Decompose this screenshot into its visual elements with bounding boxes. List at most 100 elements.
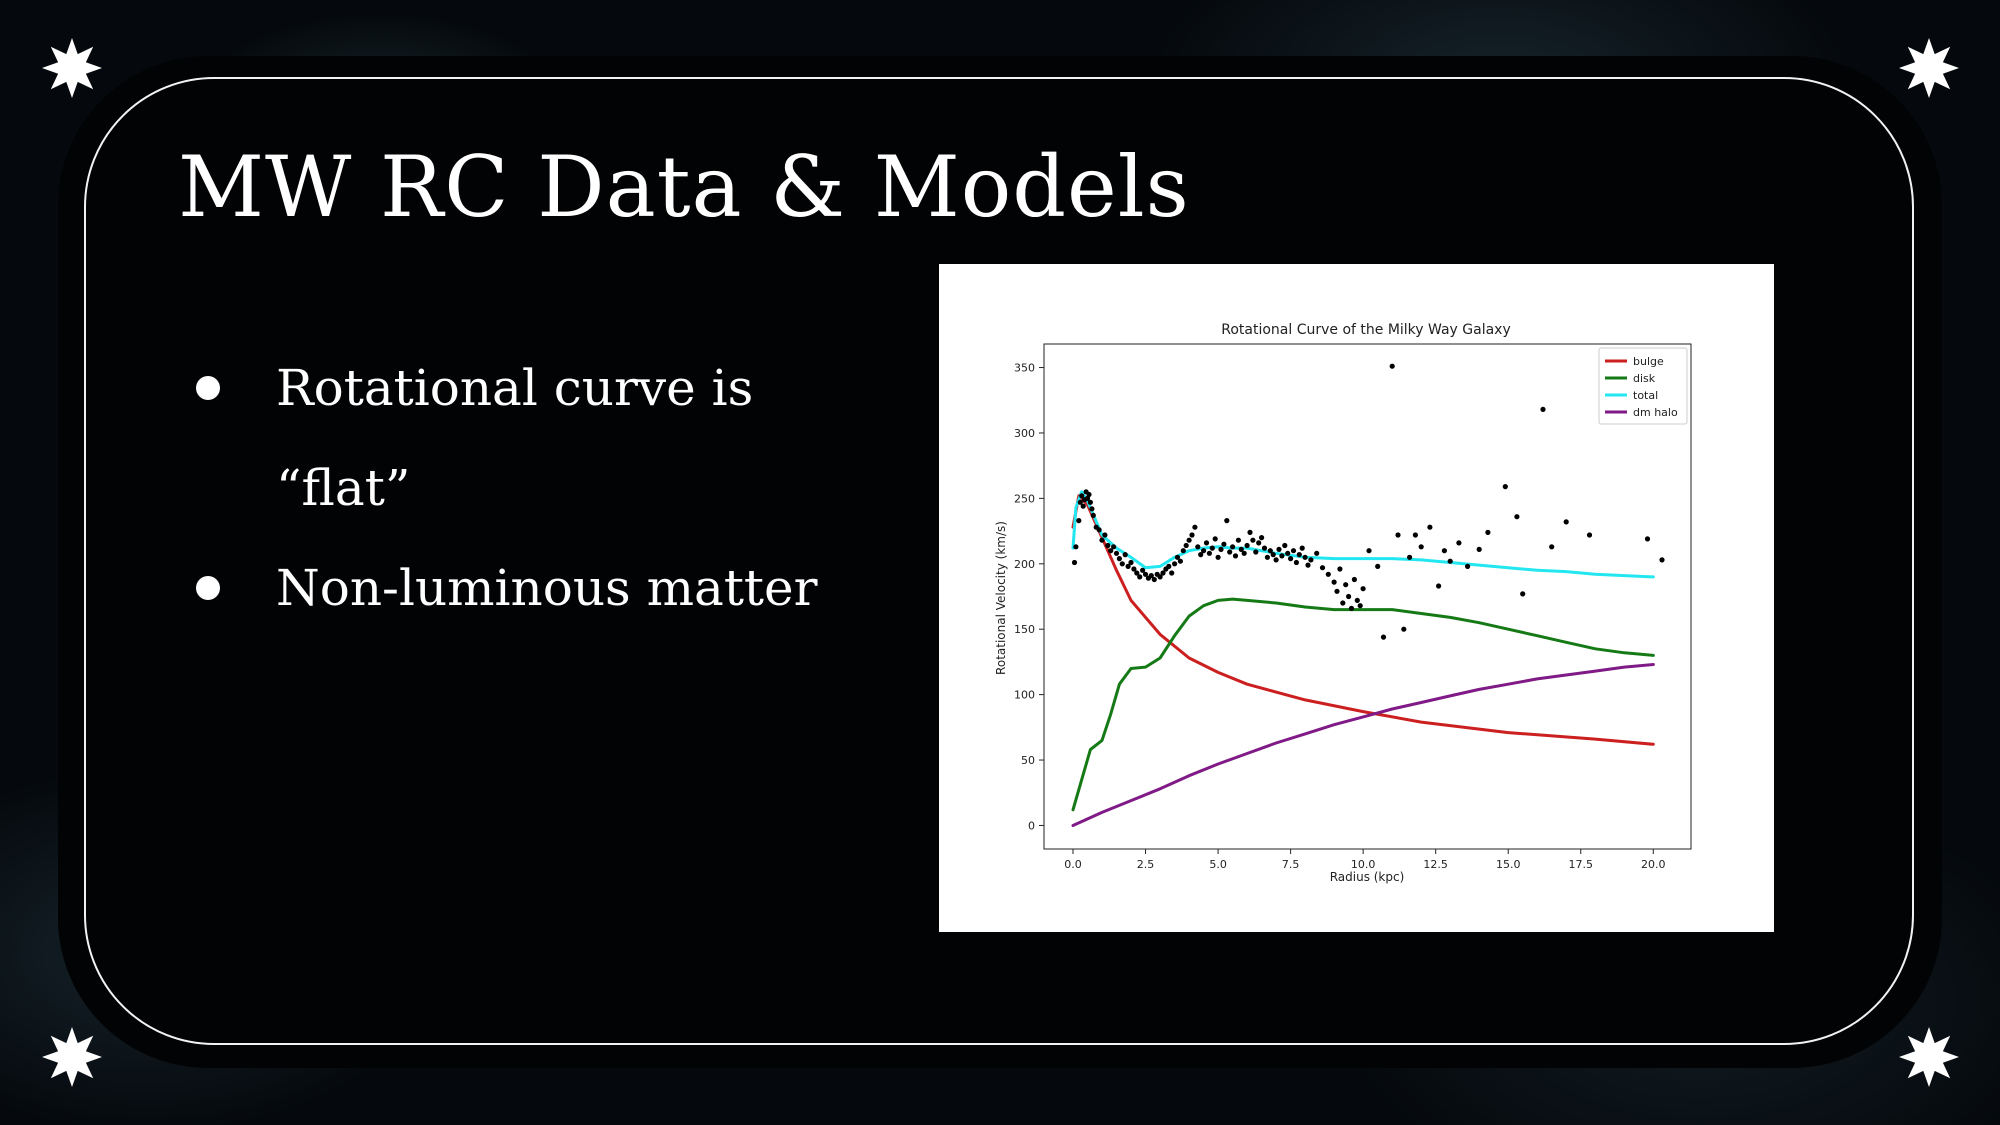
data-point bbox=[1172, 561, 1178, 567]
data-point bbox=[1441, 548, 1447, 554]
data-point bbox=[1250, 537, 1256, 543]
legend-label: disk bbox=[1633, 372, 1656, 385]
data-point bbox=[1089, 506, 1095, 512]
data-point bbox=[1395, 532, 1401, 538]
data-point bbox=[1247, 529, 1253, 535]
data-point bbox=[1189, 532, 1195, 538]
data-point bbox=[1192, 524, 1198, 530]
data-point bbox=[1514, 514, 1520, 520]
data-point bbox=[1209, 545, 1215, 551]
data-point bbox=[1380, 634, 1387, 640]
chart-legend: bulge disk total dm halo bbox=[1598, 347, 1688, 425]
x-tick-label: 15.0 bbox=[1496, 858, 1521, 871]
data-point bbox=[1308, 557, 1314, 563]
data-point bbox=[1259, 535, 1265, 541]
x-tick-label: 10.0 bbox=[1351, 858, 1376, 871]
data-point bbox=[1447, 558, 1453, 564]
data-point bbox=[1108, 548, 1114, 554]
data-point bbox=[1073, 544, 1079, 550]
x-tick-label: 17.5 bbox=[1568, 858, 1593, 871]
data-point bbox=[1134, 570, 1140, 576]
legend-label: total bbox=[1633, 389, 1658, 402]
data-point bbox=[1131, 566, 1137, 572]
data-point bbox=[1113, 550, 1120, 556]
data-point bbox=[1148, 573, 1154, 579]
data-point bbox=[1325, 571, 1331, 577]
data-point bbox=[1224, 518, 1230, 524]
data-point bbox=[1586, 532, 1593, 538]
data-point bbox=[1331, 579, 1337, 585]
y-tick-label: 100 bbox=[1014, 689, 1035, 702]
data-point bbox=[1299, 545, 1305, 551]
data-point bbox=[1302, 554, 1308, 560]
data-point bbox=[1273, 557, 1279, 563]
y-tick-label: 250 bbox=[1014, 492, 1035, 505]
series-line-total bbox=[1071, 490, 1655, 579]
data-point bbox=[1563, 519, 1569, 525]
data-point bbox=[1244, 542, 1250, 549]
data-point bbox=[1540, 406, 1546, 412]
data-point bbox=[1086, 491, 1092, 498]
data-point bbox=[1105, 542, 1111, 549]
data-point bbox=[1238, 546, 1244, 552]
data-point bbox=[1293, 559, 1299, 566]
series-line-bulge bbox=[1071, 494, 1655, 746]
y-tick-label: 300 bbox=[1014, 427, 1035, 440]
data-point bbox=[1253, 549, 1259, 555]
plot-frame bbox=[1043, 343, 1692, 850]
data-point bbox=[1389, 363, 1395, 369]
data-point bbox=[1485, 529, 1491, 535]
bullet-list: Rotational curve is “flat” Non-luminous … bbox=[190, 338, 830, 638]
star-icon bbox=[1899, 1027, 1959, 1087]
star-icon bbox=[1899, 38, 1959, 98]
data-point bbox=[1201, 548, 1207, 554]
data-point bbox=[1151, 576, 1157, 583]
data-point bbox=[1418, 544, 1424, 550]
data-point bbox=[1119, 561, 1125, 567]
x-tick-label: 2.5 bbox=[1137, 858, 1155, 871]
data-point bbox=[1160, 570, 1166, 576]
data-point bbox=[1174, 554, 1181, 560]
data-point bbox=[1221, 541, 1227, 547]
data-point bbox=[1261, 545, 1268, 551]
data-point bbox=[1267, 548, 1273, 554]
data-point bbox=[1502, 484, 1508, 490]
data-point bbox=[1407, 554, 1413, 560]
data-point bbox=[1071, 559, 1078, 566]
x-tick-label: 12.5 bbox=[1423, 858, 1448, 871]
chart-title: Rotational Curve of the Milky Way Galaxy bbox=[1221, 322, 1511, 338]
bullet-item: Non-luminous matter bbox=[190, 538, 830, 638]
data-point bbox=[1427, 524, 1433, 530]
bullet-icon bbox=[196, 376, 220, 400]
data-point bbox=[1305, 562, 1311, 568]
data-point bbox=[1080, 503, 1086, 509]
data-point bbox=[1206, 550, 1212, 556]
rotation-curve-chart: Rotational Curve of the Milky Way Galaxy… bbox=[994, 322, 1692, 884]
data-point bbox=[1084, 495, 1091, 501]
y-axis-label: Rotational Velocity (km/s) bbox=[994, 521, 1008, 675]
data-point bbox=[1264, 554, 1270, 560]
bullet-icon bbox=[196, 576, 220, 600]
data-point bbox=[1340, 600, 1346, 606]
data-point bbox=[1227, 549, 1233, 555]
data-point bbox=[1169, 570, 1175, 576]
bullet-item: Rotational curve is “flat” bbox=[190, 338, 830, 538]
data-point bbox=[1351, 576, 1357, 583]
data-point bbox=[1212, 536, 1218, 542]
data-point bbox=[1099, 537, 1105, 543]
data-point bbox=[1079, 493, 1085, 499]
data-point bbox=[1288, 556, 1294, 562]
data-point bbox=[1279, 553, 1285, 559]
data-point bbox=[1180, 548, 1186, 554]
data-point bbox=[1520, 591, 1526, 597]
data-point bbox=[1357, 603, 1363, 609]
data-point bbox=[1314, 550, 1320, 556]
data-point bbox=[1183, 542, 1189, 549]
star-icon bbox=[42, 38, 102, 98]
data-point bbox=[1256, 540, 1262, 546]
data-point bbox=[1076, 518, 1082, 524]
data-point bbox=[1077, 499, 1083, 505]
data-point bbox=[1290, 548, 1297, 554]
data-point bbox=[1366, 548, 1372, 554]
data-point bbox=[1334, 588, 1340, 594]
